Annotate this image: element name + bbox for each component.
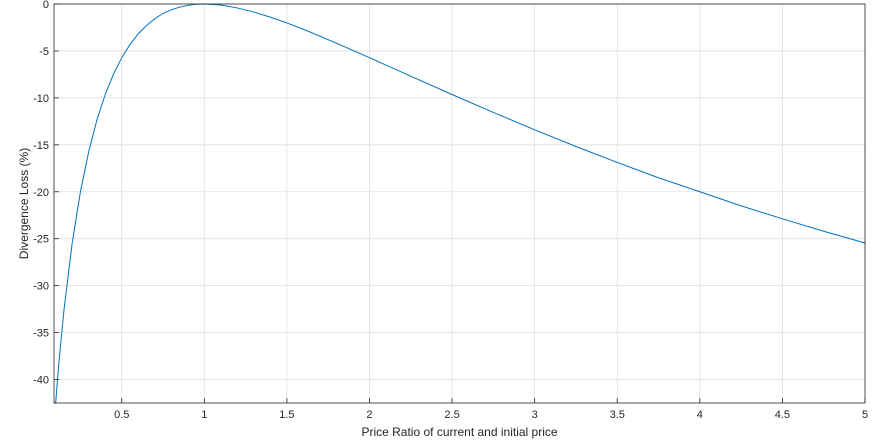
x-tick-label: 4 [697, 409, 703, 421]
x-tick-label: 2 [366, 409, 372, 421]
x-axis-label: Price Ratio of current and initial price [361, 425, 557, 439]
x-tick-label: 2.5 [444, 409, 459, 421]
y-tick-label: -10 [33, 93, 49, 105]
x-tick-label: 4.5 [775, 409, 790, 421]
y-tick-label: -30 [33, 281, 49, 293]
grid [54, 3, 866, 403]
y-axis-label: Divergence Loss (%) [17, 148, 31, 259]
y-tick-label: -15 [33, 140, 49, 152]
y-tick-label: 0 [43, 0, 49, 11]
series-layer [53, 3, 866, 404]
y-tick-label: -20 [33, 187, 49, 199]
x-tick-label: 5 [862, 409, 868, 421]
y-tick-label: -25 [33, 234, 49, 246]
y-tick-label: -5 [39, 46, 49, 58]
y-tick-label: -35 [33, 328, 49, 340]
x-tick-label: 0.5 [114, 409, 129, 421]
series-line-divergence-loss [53, 3, 866, 404]
axes-box [53, 3, 866, 404]
x-tick-label: 1.5 [279, 409, 294, 421]
y-tick-label: -40 [33, 375, 49, 387]
x-tick-label: 3 [532, 409, 538, 421]
ticks: 0.5 1 1.5 2 2.5 3 3.5 4 4.5 5 0 -5 -10 -15 -20 -25 -30 -3… [33, 0, 868, 421]
x-tick-label: 3.5 [610, 409, 625, 421]
x-tick-label: 1 [201, 409, 207, 421]
